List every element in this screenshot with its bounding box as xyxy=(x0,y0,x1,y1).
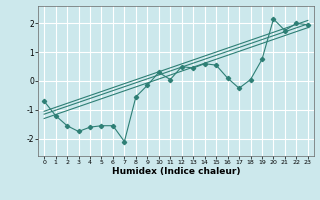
X-axis label: Humidex (Indice chaleur): Humidex (Indice chaleur) xyxy=(112,167,240,176)
